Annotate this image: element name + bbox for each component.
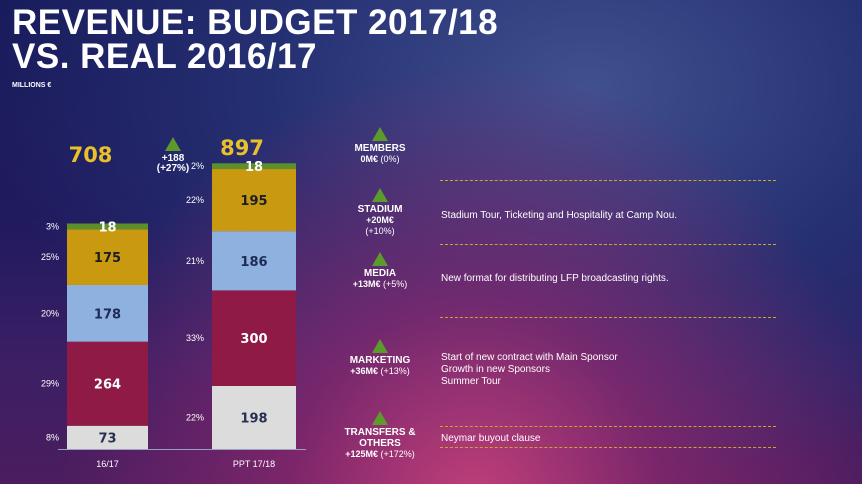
bar-segment <box>212 163 296 170</box>
category-members: MEMBERS 0M€ (0%) <box>330 127 430 165</box>
difference-value: +188 <box>161 153 185 164</box>
notes-media: New format for distributing LFP broadcas… <box>441 273 669 285</box>
up-arrow-icon <box>372 252 388 266</box>
bar-segment <box>212 385 296 449</box>
note-text: New format for distributing LFP broadcas… <box>441 273 669 284</box>
bar-segment <box>67 425 148 449</box>
bar-segment <box>212 290 296 386</box>
category-media: MEDIA +13M€ (+5%) <box>330 252 430 290</box>
note-text: Growth in new Sponsors <box>441 364 550 375</box>
notes-transfers: Neymar buyout clause <box>441 433 541 445</box>
units-label: MILLIONS € <box>12 82 52 89</box>
divider-line <box>440 180 776 181</box>
category-name: TRANSFERS & OTHERS <box>344 427 416 449</box>
page-title: REVENUE: BUDGET 2017/18 VS. REAL 2016/17 <box>12 3 499 76</box>
difference-pct: (+27%) <box>156 163 190 174</box>
share-label: 22% <box>186 412 204 422</box>
category-marketing: MARKETING +36M€ (+13%) <box>330 339 430 377</box>
bar-segment <box>67 341 148 426</box>
note-text: Stadium Tour, Ticketing and Hospitality … <box>441 210 678 221</box>
data-label: 300 <box>240 332 267 347</box>
bar-segment <box>212 169 296 232</box>
category-name: MEMBERS <box>354 143 406 154</box>
share-label: 25% <box>41 252 59 262</box>
notes-stadium: Stadium Tour, Ticketing and Hospitality … <box>441 210 677 222</box>
x-tick-label: PPT 17/18 <box>233 459 275 469</box>
category-pct: (+172%) <box>380 449 415 459</box>
note-text: Start of new contract with Main Sponsor <box>441 352 618 363</box>
bar-segment <box>212 231 296 291</box>
divider-line <box>440 244 776 245</box>
title-line-2: VS. REAL 2016/17 <box>12 37 318 76</box>
category-pct: (+13%) <box>380 366 410 376</box>
share-label: 33% <box>186 333 204 343</box>
bar-total-label: 708 <box>69 143 113 167</box>
divider-line <box>440 426 776 427</box>
share-label: 21% <box>186 256 204 266</box>
category-change: +13M€ <box>352 279 381 289</box>
category-name: MEDIA <box>363 268 397 279</box>
category-transfers-others: TRANSFERS & OTHERS +125M€ (+172%) <box>330 411 430 460</box>
notes-marketing: Start of new contract with Main Sponsor … <box>441 352 618 388</box>
category-change: +36M€ <box>350 366 378 376</box>
category-change: 0M€ <box>360 154 378 164</box>
share-label: 2% <box>191 161 204 171</box>
share-label: 22% <box>186 195 204 205</box>
data-label: 198 <box>240 411 267 426</box>
data-label: 18 <box>245 160 263 175</box>
up-arrow-icon <box>372 339 388 353</box>
up-arrow-icon <box>372 411 388 425</box>
note-text: Neymar buyout clause <box>441 433 541 444</box>
share-label: 20% <box>41 308 59 318</box>
bar-total-label: 897 <box>220 136 264 160</box>
category-pct: (+5%) <box>383 279 408 289</box>
bar-segment <box>67 223 148 230</box>
bar-segment <box>67 229 148 285</box>
category-name: STADIUM <box>357 204 403 215</box>
data-label: 178 <box>94 307 121 322</box>
up-arrow-icon <box>165 137 181 151</box>
difference-indicator: +188 (+27%) <box>150 137 196 174</box>
x-tick-label: 16/17 <box>96 459 119 469</box>
title-line-1: REVENUE: BUDGET 2017/18 <box>12 3 499 42</box>
category-change: +125M€ <box>345 449 378 459</box>
bar-segment <box>67 284 148 342</box>
divider-line <box>440 317 776 318</box>
data-label: 175 <box>94 251 121 266</box>
share-label: 29% <box>41 379 59 389</box>
up-arrow-icon <box>372 188 388 202</box>
divider-line <box>440 447 776 448</box>
share-label: 8% <box>46 432 59 442</box>
category-change: +20M€ <box>366 215 394 225</box>
data-label: 264 <box>94 378 121 393</box>
category-pct: (0%) <box>380 154 400 164</box>
data-label: 73 <box>98 431 116 446</box>
share-label: 3% <box>46 221 59 231</box>
note-text: Summer Tour <box>441 376 501 387</box>
data-label: 18 <box>98 220 116 235</box>
data-label: 195 <box>240 194 267 209</box>
up-arrow-icon <box>372 127 388 141</box>
category-name: MARKETING <box>349 355 411 366</box>
data-label: 186 <box>240 255 267 270</box>
category-stadium: STADIUM +20M€ (+10%) <box>330 188 430 237</box>
category-pct: (+10%) <box>365 226 395 236</box>
